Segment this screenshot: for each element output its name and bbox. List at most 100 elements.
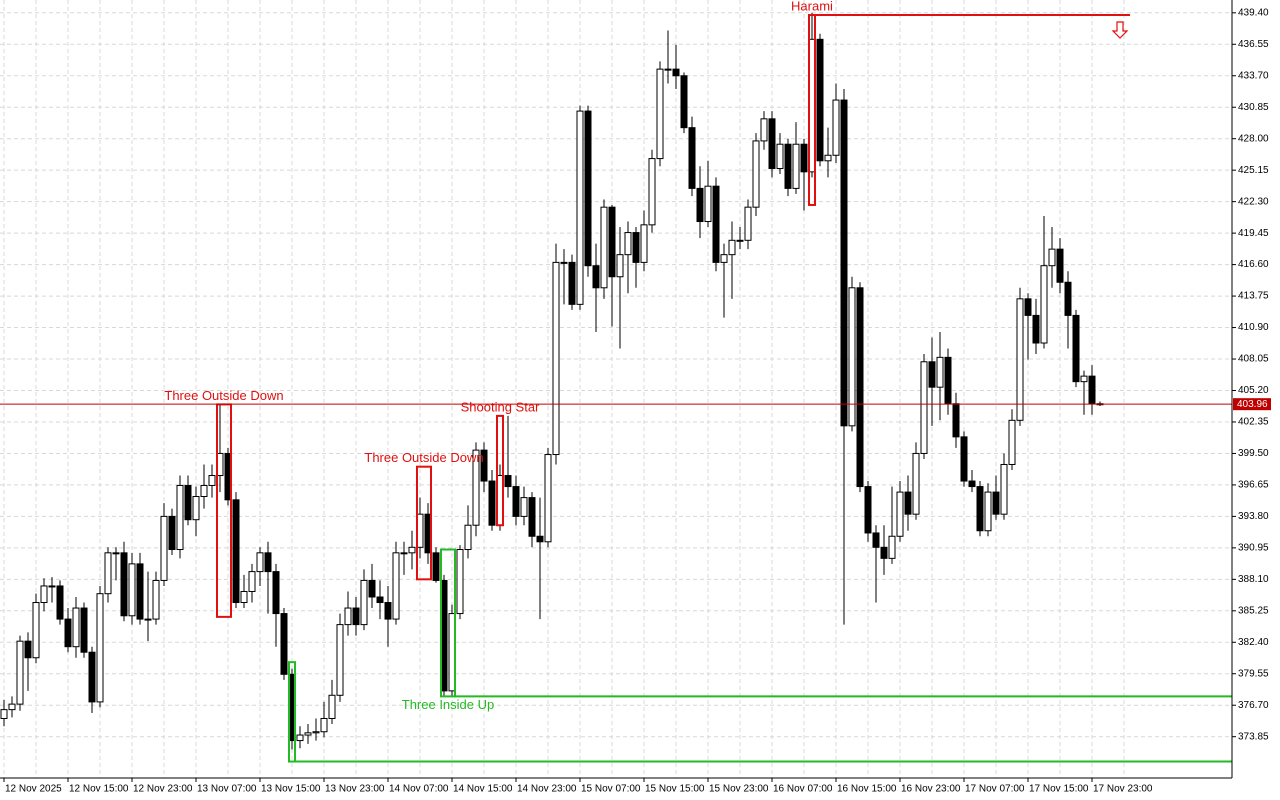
candle-body [408, 546, 416, 554]
y-tick-label: 405.20 [1238, 385, 1269, 396]
candle-body [864, 486, 872, 534]
candle-body [928, 361, 936, 388]
candle-body [72, 607, 80, 648]
y-tick-label: 410.90 [1238, 322, 1269, 333]
candle-body [208, 475, 216, 486]
candle-body [792, 143, 800, 189]
candle-body [64, 618, 72, 648]
candle-body [552, 261, 560, 456]
candle-body [264, 552, 272, 573]
x-tick-label: 14 Nov 07:00 [389, 784, 449, 795]
candle-body [312, 731, 320, 734]
candle-body [488, 480, 496, 526]
candle-body [632, 232, 640, 263]
candle-body [848, 287, 856, 427]
signal-arrow [1111, 21, 1129, 39]
candle-body [280, 613, 288, 675]
x-tick-label: 14 Nov 23:00 [517, 784, 577, 795]
y-tick-label: 396.65 [1238, 480, 1269, 491]
candle-body [656, 68, 664, 160]
candle-body [1008, 419, 1016, 465]
y-tick-label: 422.30 [1238, 196, 1269, 207]
x-tick-label: 13 Nov 23:00 [325, 784, 385, 795]
candle-body [736, 239, 744, 242]
candle-body [648, 158, 656, 226]
candle-body [1088, 375, 1096, 405]
candle-body [624, 232, 632, 256]
candle-body [528, 497, 536, 537]
candle-body [800, 143, 808, 173]
candle-body [328, 694, 336, 719]
candle-body [1056, 248, 1064, 283]
candle-body [568, 261, 576, 305]
x-tick-label: 15 Nov 23:00 [709, 784, 769, 795]
candle-body [88, 651, 96, 703]
plot: Three Outside Down Three Outside Down Shoo… [0, 0, 1232, 763]
candle-body [56, 585, 64, 620]
candle-body [616, 254, 624, 278]
candle-body [432, 552, 440, 581]
candle-body [8, 703, 16, 711]
y-tick-label: 436.55 [1238, 39, 1269, 50]
candle-body [600, 206, 608, 289]
candle-body [824, 154, 832, 162]
candle-body [920, 361, 928, 454]
candle-body [728, 239, 736, 256]
candle-body [192, 496, 200, 521]
y-tick-label: 379.55 [1238, 668, 1269, 679]
x-tick-label: 12 Nov 15:00 [69, 784, 129, 795]
candle-body [936, 356, 944, 388]
candle-body [368, 579, 376, 598]
current-price-tag [1233, 398, 1271, 411]
candle-body [608, 206, 616, 278]
candle-body [400, 552, 408, 555]
candle-body [384, 602, 392, 620]
candle-body [240, 590, 248, 604]
pattern-box [440, 548, 456, 698]
y-tick-label: 428.00 [1238, 133, 1269, 144]
candle-body [768, 118, 776, 170]
candle-body [704, 185, 712, 223]
candle-body [752, 140, 760, 208]
candle-body [960, 436, 968, 482]
candle-body [272, 571, 280, 615]
pattern-label: Shooting Star [461, 399, 540, 414]
x-tick-label: 17 Nov 07:00 [965, 784, 1025, 795]
candle-body [904, 491, 912, 515]
candle-body [336, 624, 344, 696]
candle-body [688, 127, 696, 189]
candle-body [992, 491, 1000, 515]
candle-body [888, 535, 896, 559]
candle-body [520, 497, 528, 517]
candle-body [80, 607, 88, 653]
candle-body [32, 602, 40, 659]
y-tick-label: 416.60 [1238, 259, 1269, 270]
candle-body [840, 99, 848, 427]
candle-body [536, 535, 544, 543]
candle-body [592, 265, 600, 289]
y-tick-label: 433.70 [1238, 70, 1269, 81]
candle-body [232, 499, 240, 604]
candle-body [584, 110, 592, 267]
candle-body [1024, 298, 1032, 316]
x-tick-label: 14 Nov 15:00 [453, 784, 513, 795]
candle-body [944, 356, 952, 405]
candle-body [184, 484, 192, 521]
candle-body [152, 579, 160, 620]
candle-body [304, 732, 312, 736]
candle-body [320, 717, 328, 733]
candle-body [696, 187, 704, 223]
x-tick-label: 12 Nov 2025 [5, 784, 62, 795]
candle-body [104, 552, 112, 595]
current-price-label: 403.96 [1237, 399, 1268, 410]
candle-body [120, 552, 128, 617]
candle-body [1064, 281, 1072, 316]
candle-body [136, 563, 144, 620]
candle-body [472, 449, 480, 526]
candle-body [200, 484, 208, 498]
candle-body [128, 563, 136, 617]
candle-body [760, 118, 768, 142]
